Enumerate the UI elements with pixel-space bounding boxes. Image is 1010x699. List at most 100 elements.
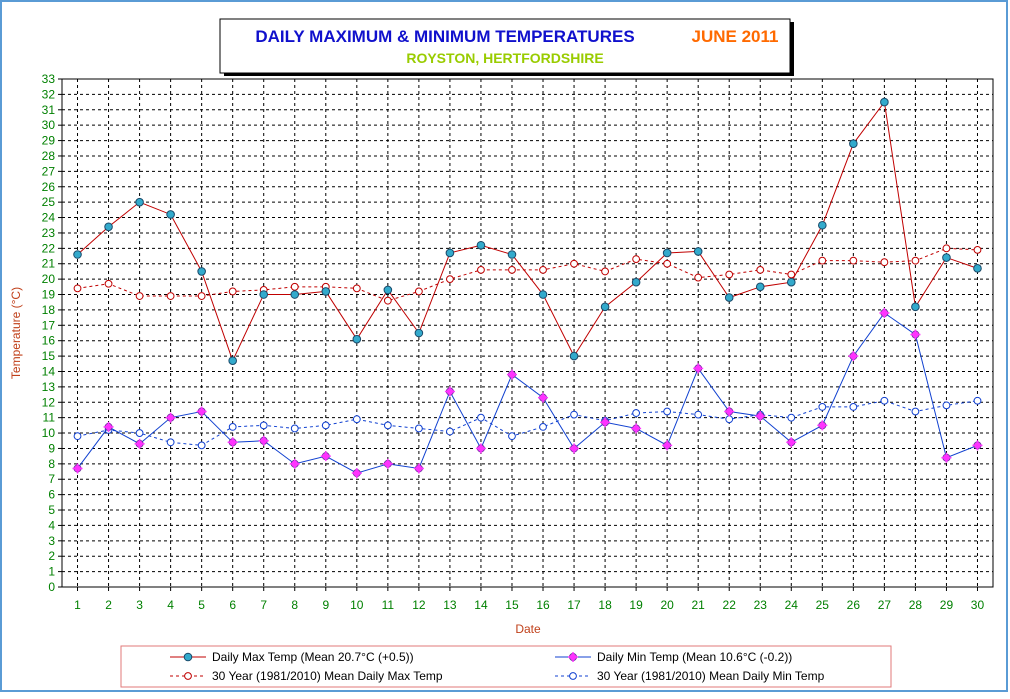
point-max bbox=[755, 282, 765, 292]
point-mean_max bbox=[446, 275, 454, 284]
point-min bbox=[165, 412, 176, 423]
chart-title: DAILY MAXIMUM & MINIMUM TEMPERATURES bbox=[255, 27, 634, 46]
series-line-mean_min bbox=[77, 400, 978, 446]
point-min bbox=[103, 421, 114, 432]
legend-label: 30 Year (1981/2010) Mean Daily Min Temp bbox=[597, 669, 825, 683]
point-mean_min bbox=[973, 396, 982, 405]
x-tick-label: 5 bbox=[198, 598, 205, 612]
point-min bbox=[506, 369, 517, 380]
point-mean_min bbox=[477, 413, 485, 422]
point-mean_max bbox=[849, 256, 858, 265]
point-mean_max bbox=[818, 256, 827, 265]
x-tick-label: 12 bbox=[412, 598, 426, 612]
point-mean_min bbox=[135, 429, 144, 437]
y-tick-label: 3 bbox=[48, 534, 55, 548]
x-tick-label: 30 bbox=[971, 598, 985, 612]
point-mean_min bbox=[259, 421, 268, 430]
x-tick-label: 18 bbox=[598, 598, 612, 612]
point-mean_min bbox=[694, 410, 703, 419]
y-tick-label: 11 bbox=[43, 411, 56, 425]
point-min bbox=[569, 443, 580, 454]
x-tick-label: 17 bbox=[567, 598, 581, 612]
plot-background bbox=[61, 78, 994, 588]
chart-title-month: JUNE 2011 bbox=[692, 27, 779, 46]
point-min bbox=[972, 440, 983, 451]
point-mean_min bbox=[570, 410, 578, 419]
point-max bbox=[166, 210, 175, 219]
point-min bbox=[631, 423, 642, 434]
legend-swatch-marker bbox=[183, 652, 193, 662]
point-max bbox=[600, 302, 610, 312]
legend-swatch-marker bbox=[184, 672, 192, 680]
point-min bbox=[538, 392, 549, 403]
y-tick-label: 5 bbox=[48, 503, 55, 517]
point-mean_max bbox=[911, 256, 920, 265]
point-max bbox=[321, 287, 331, 296]
y-tick-label: 33 bbox=[42, 72, 56, 86]
x-tick-label: 2 bbox=[105, 598, 112, 612]
x-tick-label: 24 bbox=[785, 598, 799, 612]
point-min bbox=[351, 468, 362, 479]
x-tick-label: 8 bbox=[291, 598, 298, 612]
legend-label: 30 Year (1981/2010) Mean Daily Max Temp bbox=[212, 669, 443, 683]
point-mean_max bbox=[290, 282, 299, 291]
series-line-max bbox=[77, 100, 978, 363]
y-tick-label: 9 bbox=[48, 441, 55, 455]
legend-label: Daily Min Temp (Mean 10.6°C (-0.2)) bbox=[597, 650, 792, 664]
y-tick-label: 2 bbox=[48, 549, 55, 563]
y-tick-label: 20 bbox=[42, 272, 56, 286]
x-tick-label: 6 bbox=[229, 598, 236, 612]
point-mean_max bbox=[570, 259, 578, 268]
title-box bbox=[219, 18, 791, 74]
point-max bbox=[414, 328, 424, 338]
point-min bbox=[72, 463, 83, 474]
point-mean_min bbox=[880, 396, 889, 405]
point-min bbox=[941, 452, 952, 463]
point-mean_max bbox=[414, 287, 423, 296]
point-mean_min bbox=[663, 407, 672, 416]
point-min bbox=[227, 437, 238, 448]
point-max bbox=[911, 302, 920, 312]
point-min bbox=[413, 463, 424, 474]
point-mean_min bbox=[166, 438, 175, 447]
legend-swatch-marker bbox=[568, 652, 578, 662]
x-tick-label: 25 bbox=[816, 598, 830, 612]
y-axis-label: Temperature (°C) bbox=[9, 287, 23, 379]
x-tick-label: 9 bbox=[322, 598, 329, 612]
x-tick-label: 7 bbox=[260, 598, 267, 612]
x-tick-label: 21 bbox=[692, 598, 706, 612]
point-min bbox=[289, 458, 300, 469]
point-mean_max bbox=[725, 270, 734, 279]
point-min bbox=[724, 406, 735, 417]
point-max bbox=[942, 253, 951, 262]
y-tick-label: 22 bbox=[42, 241, 56, 255]
point-min bbox=[196, 406, 207, 417]
point-min bbox=[879, 307, 890, 318]
chart-subtitle: ROYSTON, HERTFORDSHIRE bbox=[406, 50, 603, 66]
y-tick-label: 6 bbox=[48, 488, 55, 502]
y-tick-label: 28 bbox=[42, 149, 56, 163]
point-mean_min bbox=[725, 415, 734, 424]
series-line-min bbox=[77, 312, 978, 474]
plot-area: 0123456789101112131415161718192021222324… bbox=[42, 72, 994, 612]
x-tick-label: 3 bbox=[136, 598, 143, 612]
point-max bbox=[383, 285, 393, 295]
point-max bbox=[197, 267, 206, 276]
point-max bbox=[818, 220, 827, 230]
point-mean_max bbox=[166, 292, 175, 300]
point-min bbox=[910, 329, 921, 340]
x-tick-label: 19 bbox=[629, 598, 643, 612]
point-min bbox=[382, 458, 393, 469]
y-tick-label: 1 bbox=[48, 565, 55, 579]
y-tick-label: 17 bbox=[42, 318, 56, 332]
point-max bbox=[631, 277, 641, 287]
point-mean_max bbox=[352, 284, 361, 293]
point-max bbox=[538, 290, 548, 299]
point-min bbox=[600, 417, 611, 428]
point-mean_max bbox=[756, 265, 765, 274]
point-min bbox=[475, 443, 486, 454]
point-max bbox=[693, 247, 703, 256]
point-min bbox=[755, 411, 766, 422]
